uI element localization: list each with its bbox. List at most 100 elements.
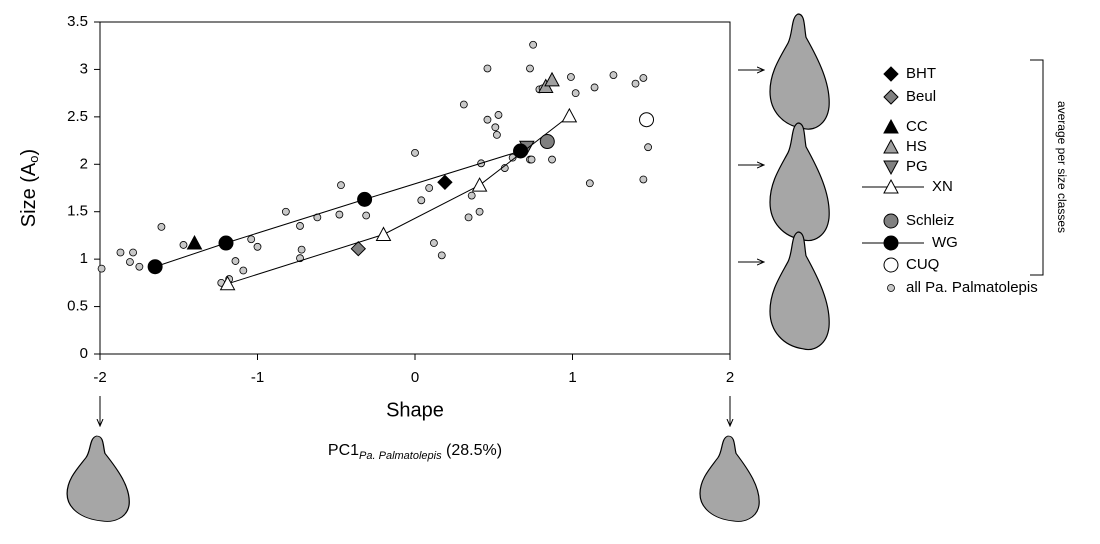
legend-marker	[883, 213, 899, 229]
marker-circle	[218, 235, 234, 251]
marker-small-circle	[631, 79, 640, 88]
marker-small-circle	[644, 143, 652, 152]
legend-label: WG	[932, 234, 958, 251]
legend-marker	[883, 178, 899, 194]
shape-icons	[66, 13, 1044, 523]
x-tick-label: 1	[568, 369, 576, 386]
y-label-text: Size (A	[18, 162, 40, 227]
marker-diamond	[350, 241, 367, 257]
marker-circle	[513, 143, 529, 159]
y-tick-label: 3	[80, 60, 88, 77]
legend-label: PG	[906, 158, 928, 175]
marker-small-circle	[526, 64, 534, 73]
marker-small-circle	[425, 184, 434, 192]
marker-triangle	[186, 234, 203, 250]
y-tick-label: 0.5	[67, 298, 88, 315]
marker-small-circle	[296, 222, 304, 230]
legend-label: HS	[906, 138, 927, 155]
y-tick-label: 1	[80, 250, 88, 267]
marker-small-circle	[475, 207, 484, 216]
marker-small-circle	[639, 74, 648, 82]
marker-small-circle	[417, 196, 426, 205]
marker-small-circle	[585, 179, 594, 188]
marker-small-circle	[609, 71, 618, 80]
marker-small-circle	[116, 248, 125, 257]
y-tick-label: 2	[80, 155, 88, 172]
x-tick-label: -1	[251, 369, 264, 386]
marker-small-circle	[492, 130, 501, 139]
marker-small-circle	[467, 191, 476, 200]
y-tick-label: 3.5	[67, 13, 88, 30]
legend-marker	[883, 138, 899, 154]
legend-label: Schleiz	[906, 212, 954, 229]
marker-diamond	[437, 174, 453, 191]
marker-small-circle	[129, 248, 137, 257]
annotation-end: (28.5%)	[442, 442, 502, 459]
marker-small-circle	[437, 251, 446, 260]
marker-small-circle	[527, 155, 536, 164]
y-tick-label: 1.5	[67, 203, 88, 220]
legend-marker	[887, 284, 895, 292]
y-tick-label: 2.5	[67, 108, 88, 125]
legend-marker	[883, 235, 899, 251]
y-axis-label: Size (Ao)	[18, 149, 41, 227]
marker-small-circle	[281, 207, 290, 216]
series-line	[154, 150, 521, 268]
legend-label: CC	[906, 118, 928, 135]
marker-small-circle	[483, 115, 492, 124]
marker-small-circle	[97, 264, 106, 273]
legend-marker	[883, 257, 899, 273]
marker-small-circle	[429, 239, 438, 247]
marker-small-circle	[135, 262, 144, 271]
legend-label: all Pa. Palmatolepis	[906, 279, 1038, 296]
annotation-text: PC1	[328, 442, 359, 459]
marker-small-circle	[253, 242, 262, 251]
y-tick-label: 0	[80, 345, 88, 362]
legend-group-label: average per size classes	[1055, 101, 1069, 233]
x-axis-label: Shape	[386, 399, 444, 421]
marker-triangle	[544, 71, 560, 87]
marker-small-circle	[529, 40, 538, 49]
marker-small-circle	[494, 111, 503, 119]
marker-small-circle	[483, 64, 492, 73]
marker-triangle	[471, 177, 488, 192]
marker-small-circle	[126, 258, 134, 266]
marker-small-circle	[239, 266, 248, 275]
marker-small-circle	[491, 123, 500, 132]
marker-small-circle	[335, 210, 344, 219]
plot-frame	[99, 21, 731, 355]
y-label-end: )	[18, 149, 40, 156]
legend-label: BHT	[906, 65, 936, 82]
marker-small-circle	[508, 153, 517, 162]
marker-circle	[639, 112, 655, 128]
marker-small-circle	[337, 181, 345, 190]
legend-label: XN	[932, 178, 953, 195]
marker-small-circle	[157, 222, 166, 231]
legend-marker	[883, 118, 899, 134]
marker-small-circle	[464, 213, 473, 222]
annotation: PC1Pa. Palmatolepis (28.5%)	[328, 442, 502, 462]
marker-small-circle	[548, 155, 556, 164]
annotation-subscript: Pa. Palmatolepis	[359, 450, 442, 462]
y-label-subscript: o	[26, 155, 41, 162]
marker-small-circle	[567, 73, 575, 81]
marker-circle	[539, 134, 555, 150]
marker-small-circle	[179, 241, 188, 249]
x-tick-label: 0	[411, 369, 419, 386]
marker-small-circle	[590, 83, 599, 92]
marker-triangle	[561, 107, 578, 123]
marker-small-circle	[459, 100, 468, 109]
marker-triangle	[219, 275, 236, 291]
marker-circle	[147, 259, 163, 275]
marker-small-circle	[247, 235, 256, 244]
marker-small-circle	[231, 257, 240, 265]
x-tick-label: -2	[93, 369, 106, 386]
legend-label: CUQ	[906, 256, 939, 273]
marker-circle	[357, 191, 373, 207]
marker-small-circle	[297, 245, 306, 254]
marker-small-circle	[639, 175, 648, 184]
legend-label: Beul	[906, 88, 936, 105]
series-line	[227, 115, 570, 285]
x-tick-label: 2	[726, 369, 734, 386]
